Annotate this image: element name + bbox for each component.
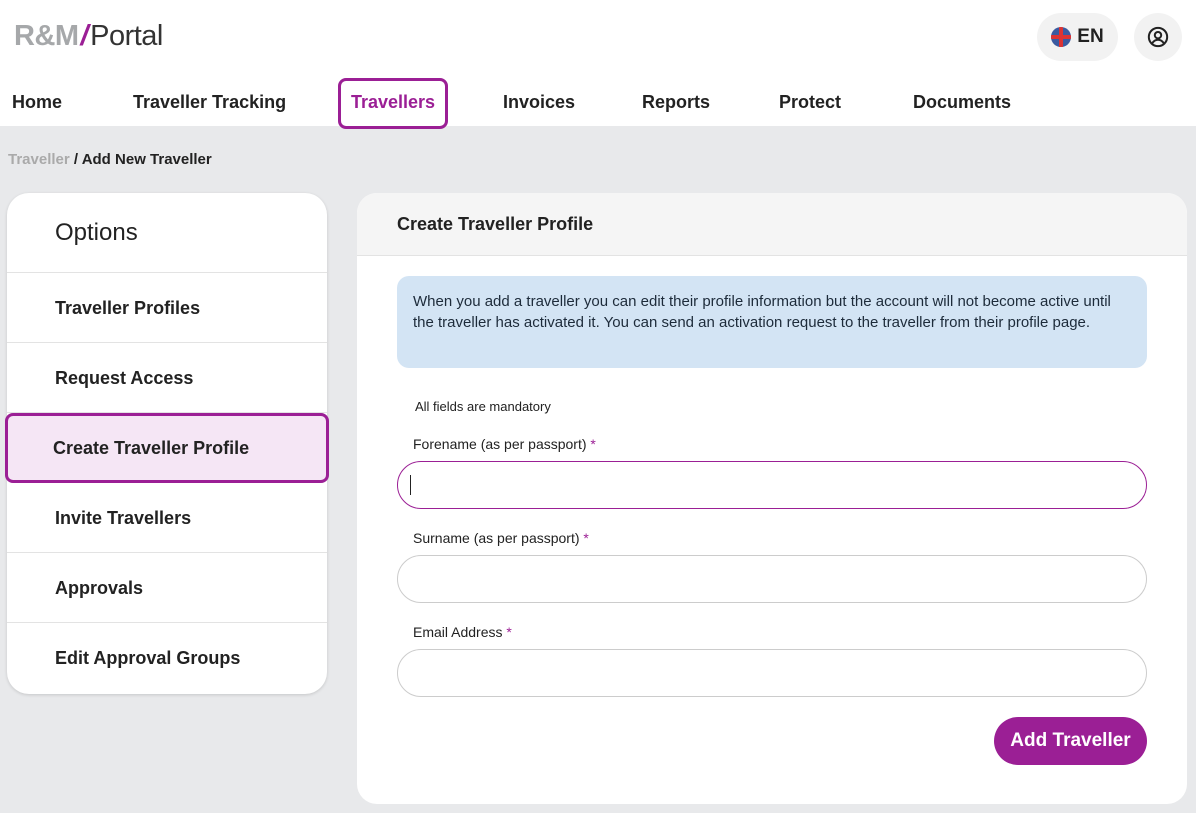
nav-home[interactable]: Home bbox=[12, 92, 63, 112]
nav-invoices[interactable]: Invoices bbox=[503, 92, 576, 112]
language-button[interactable]: EN bbox=[1037, 13, 1118, 61]
logo-portal: Portal bbox=[90, 20, 163, 52]
nav-reports[interactable]: Reports bbox=[642, 92, 711, 112]
breadcrumb-separator: / bbox=[73, 151, 79, 168]
options-sidebar: Options Traveller Profiles Request Acces… bbox=[5, 193, 329, 694]
add-traveller-button[interactable]: Add Traveller bbox=[994, 717, 1147, 765]
forename-input[interactable] bbox=[397, 461, 1147, 509]
sidebar-title: Options bbox=[7, 193, 327, 273]
sidebar-item-edit-approval-groups[interactable]: Edit Approval Groups bbox=[55, 648, 241, 668]
nav-documents[interactable]: Documents bbox=[913, 92, 1012, 112]
sidebar-item-create-traveller-profile[interactable]: Create Traveller Profile bbox=[5, 413, 329, 483]
breadcrumb-current: Add New Traveller bbox=[81, 151, 212, 168]
user-circle-icon bbox=[1147, 26, 1169, 48]
forename-label: Forename (as per passport) * bbox=[413, 436, 596, 452]
email-label: Email Address * bbox=[413, 624, 512, 640]
breadcrumb-parent[interactable]: Traveller bbox=[8, 151, 70, 168]
create-profile-panel: Create Traveller Profile When you add a … bbox=[357, 193, 1187, 804]
info-message: When you add a traveller you can edit th… bbox=[397, 276, 1147, 368]
nav-traveller-tracking[interactable]: Traveller Tracking bbox=[133, 92, 287, 112]
surname-label: Surname (as per passport) * bbox=[413, 530, 589, 546]
account-button[interactable] bbox=[1134, 13, 1182, 61]
logo[interactable]: R&M/Portal bbox=[14, 20, 163, 53]
language-label: EN bbox=[1077, 26, 1104, 47]
sidebar-item-request-access[interactable]: Request Access bbox=[7, 343, 327, 413]
email-input[interactable] bbox=[397, 649, 1147, 697]
sidebar-item-invite-travellers[interactable]: Invite Travellers bbox=[7, 483, 327, 553]
panel-title: Create Traveller Profile bbox=[357, 193, 1187, 256]
text-caret bbox=[410, 475, 411, 495]
header: R&M/Portal EN Home Traveller Tracking Tr… bbox=[0, 0, 1196, 129]
nav-protect[interactable]: Protect bbox=[779, 92, 842, 112]
uk-flag-icon bbox=[1051, 27, 1072, 47]
mandatory-note: All fields are mandatory bbox=[415, 399, 551, 414]
main-nav: Home Traveller Tracking Travellers Invoi… bbox=[0, 78, 1196, 129]
nav-travellers[interactable]: Travellers bbox=[338, 78, 449, 129]
logo-rm: R&M bbox=[14, 20, 79, 52]
sidebar-item-traveller-profiles[interactable]: Traveller Profiles bbox=[7, 273, 327, 343]
surname-input[interactable] bbox=[397, 555, 1147, 603]
breadcrumb: Traveller / Add New Traveller bbox=[8, 151, 212, 168]
logo-slash: / bbox=[80, 20, 89, 52]
sidebar-item-approvals[interactable]: Approvals bbox=[7, 553, 327, 623]
